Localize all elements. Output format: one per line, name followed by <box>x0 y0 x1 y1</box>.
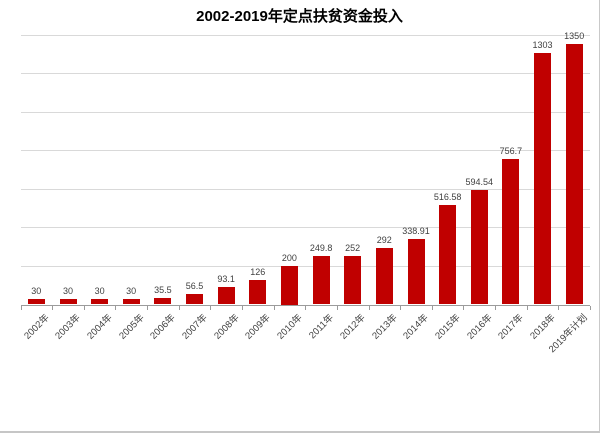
x-axis-tick <box>273 305 275 310</box>
bar-value-label: 249.8 <box>309 243 333 254</box>
x-axis-tick <box>495 305 497 310</box>
x-axis-tick <box>400 305 402 310</box>
x-axis-tick-label: 2003年 <box>53 311 84 342</box>
gridline <box>20 111 590 113</box>
x-axis-tick <box>463 305 465 310</box>
gridline <box>20 150 590 152</box>
bar-value-label: 30 <box>62 285 74 296</box>
x-axis-tick <box>590 305 591 310</box>
bar-value-label: 338.91 <box>402 226 430 237</box>
x-axis-tick <box>178 305 180 310</box>
x-axis-tick-label: 2018年 <box>528 311 558 342</box>
x-axis-tick <box>558 305 560 310</box>
bar-value-label: 30 <box>126 285 137 296</box>
x-axis-tick <box>242 305 243 310</box>
x-axis-tick-label: 2008年 <box>211 311 242 342</box>
bar-value-label: 30 <box>31 285 42 296</box>
x-axis-tick <box>368 305 370 310</box>
bar-value-label: 126 <box>250 267 266 278</box>
x-axis-tick-label: 2009年 <box>243 311 273 342</box>
bar <box>280 266 298 305</box>
bar-value-label: 200 <box>281 253 297 263</box>
x-axis-tick-label: 2016年 <box>464 311 495 342</box>
x-axis-tick <box>336 305 338 310</box>
x-axis-tick <box>83 305 85 310</box>
bar-value-label: 1350 <box>564 31 585 42</box>
x-axis-tick-label: 2011年 <box>307 311 337 341</box>
bar <box>565 44 583 305</box>
bar <box>344 255 362 305</box>
bar <box>27 298 45 305</box>
x-axis-tick-label: 2010年 <box>275 311 305 342</box>
gridline <box>20 266 590 267</box>
bar <box>470 189 488 305</box>
bar <box>407 239 425 305</box>
bar-value-label: 56.5 <box>185 280 204 291</box>
x-axis-tick <box>52 305 54 310</box>
bar-value-label: 252 <box>345 242 361 253</box>
x-axis-tick <box>20 305 22 310</box>
bar <box>154 297 172 305</box>
gridline <box>20 34 590 36</box>
bar-value-label: 1303 <box>532 40 553 51</box>
bar-value-label: 93.1 <box>217 273 235 284</box>
bar <box>502 158 520 305</box>
x-axis-tick <box>147 305 149 310</box>
bar <box>91 298 109 305</box>
x-axis-tick <box>115 305 117 310</box>
bar <box>534 53 551 305</box>
bar <box>375 248 393 305</box>
bar <box>59 298 77 305</box>
bar-value-label: 516.58 <box>433 191 462 202</box>
x-axis-tick-label: 2005年 <box>116 311 147 342</box>
x-axis-tick <box>210 305 212 310</box>
x-axis-tick <box>526 305 528 310</box>
x-axis-tick-label: 2014年 <box>401 311 432 342</box>
x-axis-tick-label: 2002年 <box>21 311 52 342</box>
bar <box>312 256 330 305</box>
bar-value-label: 292 <box>376 235 392 246</box>
bar <box>217 286 235 305</box>
bar-value-label: 594.54 <box>465 176 494 187</box>
x-axis-tick <box>431 305 433 310</box>
bar <box>186 293 203 305</box>
x-axis-tick-label: 2004年 <box>85 311 115 342</box>
bar <box>122 298 140 305</box>
bar <box>249 280 267 305</box>
gridline <box>20 188 590 190</box>
bar-value-label: 30 <box>94 285 105 296</box>
x-axis-tick-label: 2007年 <box>180 311 210 342</box>
bar-value-label: 756.7 <box>499 145 523 156</box>
x-axis-tick-label: 2015年 <box>433 311 463 342</box>
x-axis-tick-label: 2013年 <box>369 311 400 342</box>
gridline <box>20 73 590 75</box>
x-axis-line <box>20 304 590 306</box>
x-axis-tick <box>305 305 307 310</box>
bar-value-label: 35.5 <box>154 284 172 295</box>
x-axis-tick-label: 2006年 <box>148 311 178 342</box>
gridline <box>20 227 590 229</box>
bar <box>439 204 457 305</box>
chart-title: 2002-2019年定点扶贫资金投入 <box>196 8 403 25</box>
x-axis-tick-label: 2017年 <box>496 311 526 342</box>
x-axis-tick-label: 2012年 <box>338 311 368 342</box>
